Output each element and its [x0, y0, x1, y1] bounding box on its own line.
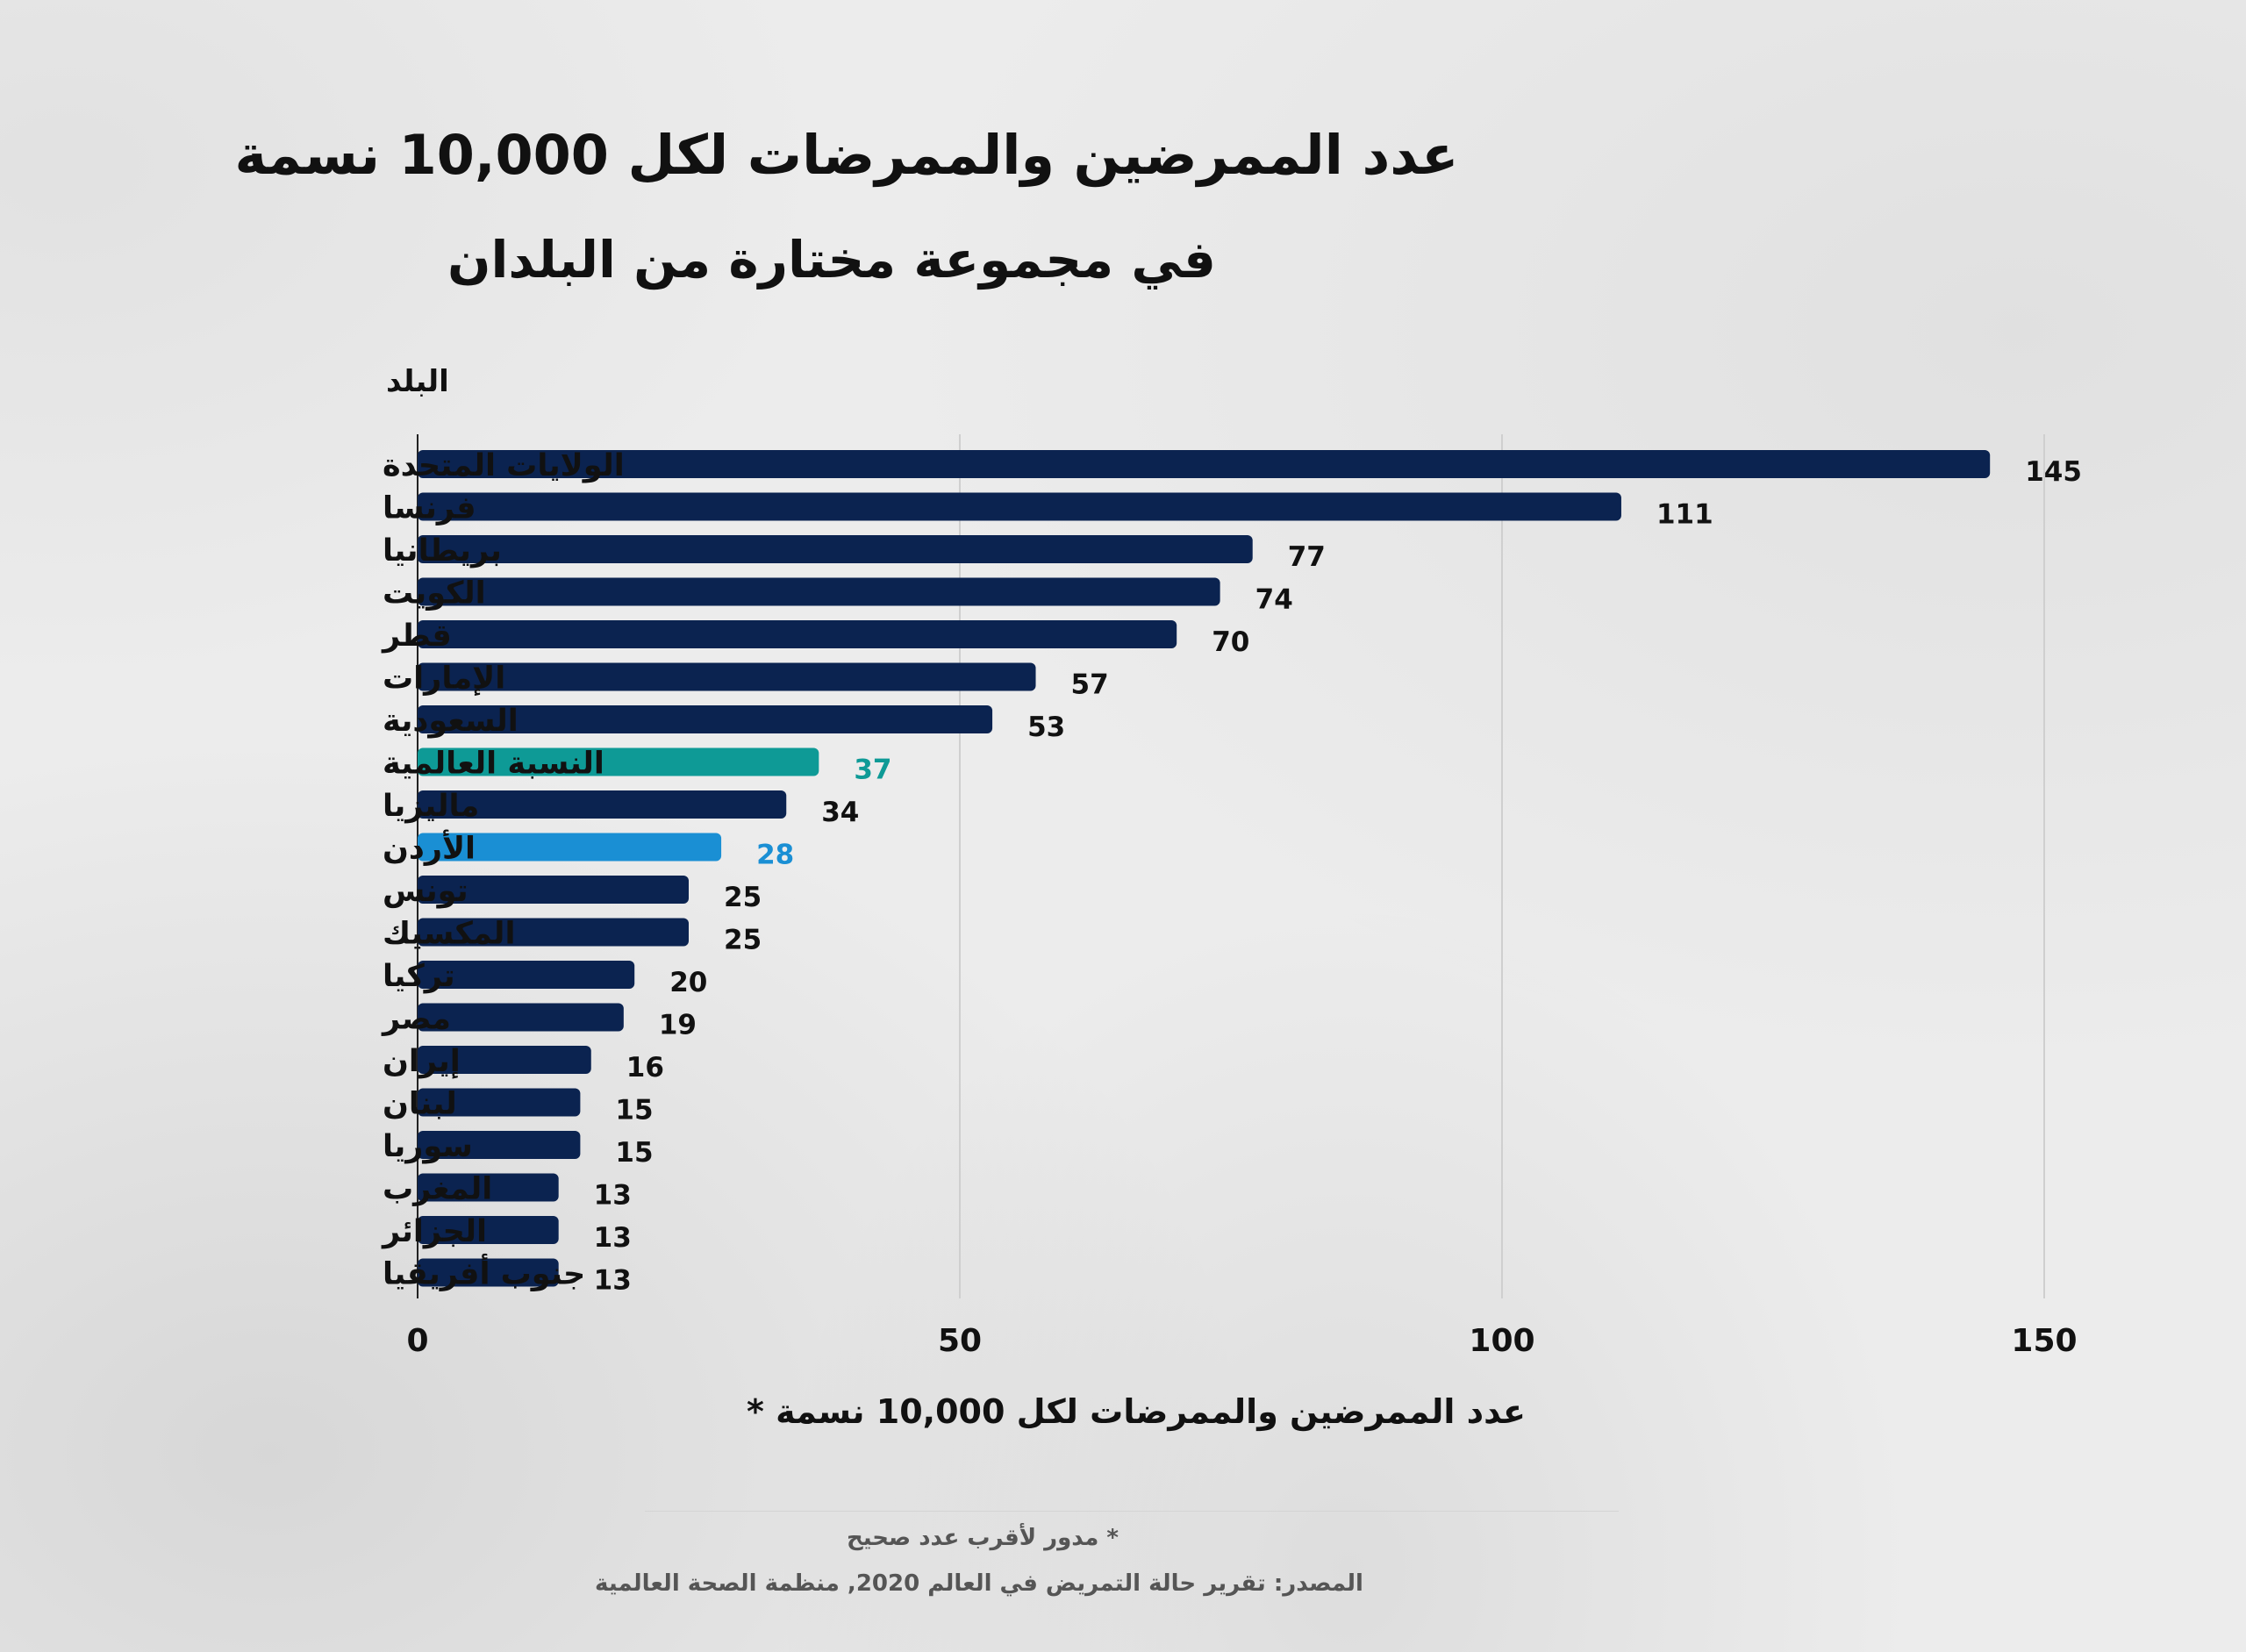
value-label: 111 — [1656, 499, 1713, 531]
grid-lines — [959, 434, 2045, 1298]
x-tick-label: 0 — [406, 1323, 428, 1359]
bar — [418, 577, 1220, 606]
bar — [418, 1088, 581, 1117]
chart-subtitle: في مجموعة مختارة من البلدان — [447, 230, 1216, 290]
category-label: مصر — [381, 1002, 451, 1037]
x-ticks: 0 50 100 150 — [406, 1323, 2077, 1359]
value-label: 37 — [854, 754, 891, 786]
footnote: * مدور لأقرب عدد صحيح — [846, 1525, 1119, 1551]
bar — [418, 662, 1036, 691]
bar — [418, 918, 689, 947]
value-label: 57 — [1071, 669, 1109, 701]
category-label: لبنان — [383, 1087, 457, 1122]
bar — [418, 1131, 581, 1159]
x-tick-label: 150 — [2011, 1323, 2077, 1359]
bar — [418, 876, 689, 904]
bar — [418, 450, 1991, 478]
category-label: ماليزيا — [383, 789, 479, 824]
value-label: 70 — [1212, 626, 1249, 658]
value-label: 145 — [2025, 456, 2082, 488]
bar — [418, 747, 819, 776]
bar — [418, 833, 722, 862]
bar — [418, 1216, 559, 1244]
value-label: 13 — [594, 1180, 632, 1212]
bar — [418, 492, 1621, 521]
bar — [418, 961, 635, 989]
value-label: 16 — [626, 1052, 664, 1083]
bar — [418, 1258, 559, 1287]
category-label: تونس — [383, 874, 469, 909]
footer-divider — [645, 1511, 1619, 1512]
category-label: قطر — [381, 619, 452, 654]
bar — [418, 620, 1177, 648]
value-label: 15 — [615, 1137, 653, 1169]
value-label: 25 — [724, 882, 762, 913]
value-label: 34 — [821, 797, 859, 828]
category-label: الجزائر — [381, 1214, 487, 1249]
x-tick-label: 100 — [1469, 1323, 1534, 1359]
y-axis-title: البلد — [386, 364, 449, 399]
value-label: 74 — [1255, 584, 1293, 616]
category-label: سوريا — [383, 1129, 473, 1164]
category-label: النسبة العالمية — [383, 747, 604, 782]
value-label: 19 — [659, 1010, 697, 1041]
category-label: السعودية — [383, 704, 519, 739]
category-label: بريطانيا — [383, 533, 502, 569]
category-label: جنوب أفريقيا — [383, 1254, 585, 1292]
x-axis-title: عدد الممرضين والممرضات لكل 10,000 نسمة * — [747, 1392, 1526, 1432]
bar — [418, 1003, 624, 1032]
category-label: المغرب — [383, 1172, 492, 1207]
x-tick-label: 50 — [938, 1323, 982, 1359]
value-label: 77 — [1288, 541, 1326, 573]
bar — [418, 1173, 559, 1202]
chart-title: عدد الممرضين والممرضات لكل 10,000 نسمة — [234, 123, 1459, 187]
category-label: المكسيك — [383, 917, 515, 952]
value-label: 20 — [669, 967, 707, 998]
value-label: 15 — [615, 1095, 653, 1126]
source-note: المصدر: تقرير حالة التمريض في العالم 202… — [595, 1570, 1363, 1597]
value-label: 53 — [1027, 712, 1065, 743]
value-label: 25 — [724, 925, 762, 956]
bars: الولايات المتحدة 145 فرنسا 111 بريطانيا 77 الك… — [381, 448, 2082, 1297]
category-label: فرنسا — [383, 491, 476, 526]
category-label: إيران — [383, 1044, 461, 1079]
bar — [418, 790, 787, 819]
value-label: 13 — [594, 1265, 632, 1297]
bar — [418, 535, 1253, 563]
category-label: الولايات المتحدة — [383, 448, 625, 483]
category-label: تركيا — [383, 959, 455, 994]
value-label: 13 — [594, 1222, 632, 1254]
bar — [418, 705, 993, 733]
value-label: 28 — [756, 840, 794, 871]
category-label: الإمارات — [383, 662, 505, 697]
bar — [418, 1046, 591, 1074]
category-label: الأردن — [383, 829, 476, 867]
category-label: الكويت — [383, 576, 486, 611]
